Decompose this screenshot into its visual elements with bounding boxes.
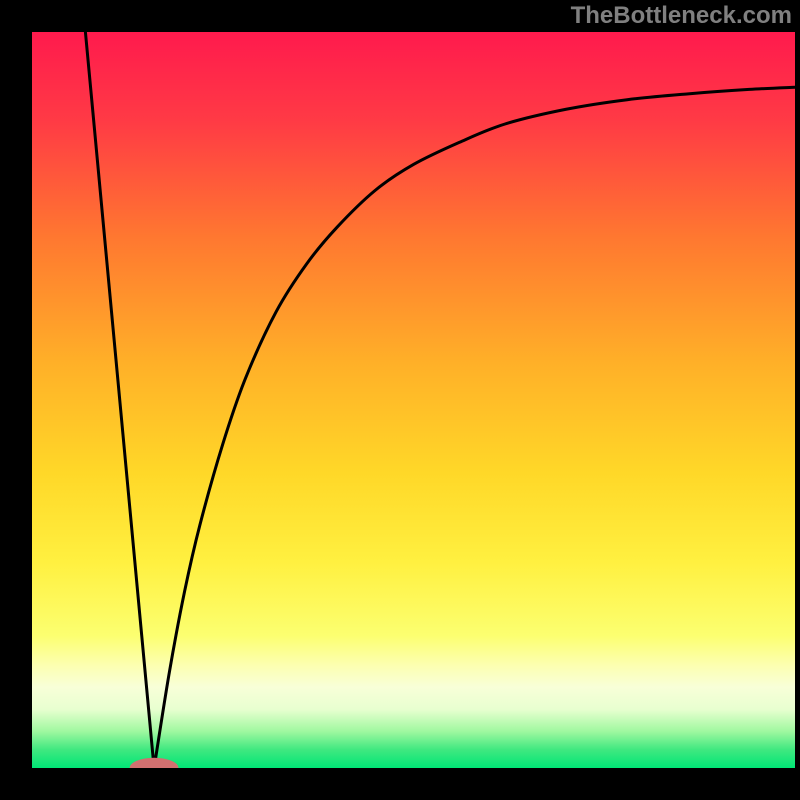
chart-container: TheBottleneck.com — [0, 0, 800, 800]
heat-gradient-background — [32, 32, 795, 768]
bottleneck-chart — [32, 32, 795, 768]
watermark-text: TheBottleneck.com — [571, 2, 792, 30]
plot-area — [32, 32, 795, 768]
